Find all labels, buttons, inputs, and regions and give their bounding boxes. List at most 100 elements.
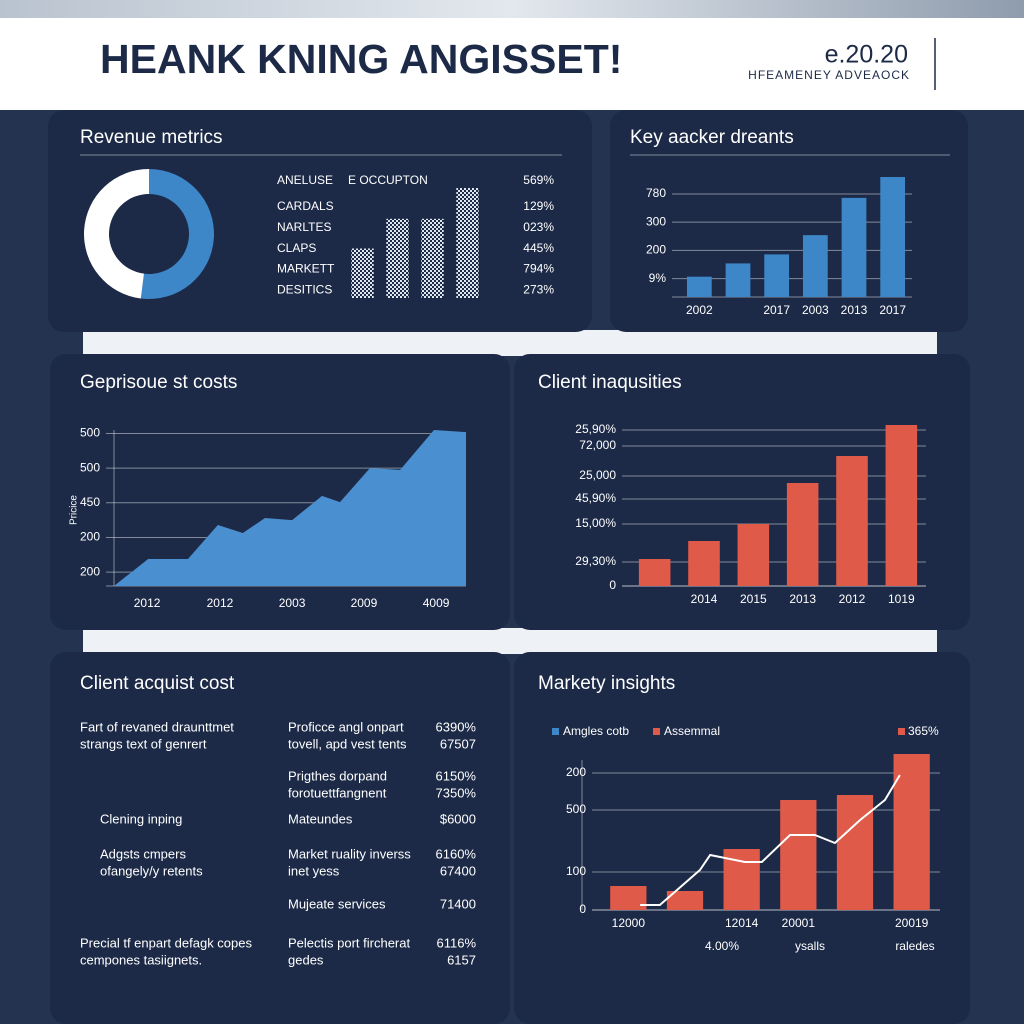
line xyxy=(640,774,901,906)
x-tick-label: 2015 xyxy=(740,592,767,606)
y-tick-label: 25,000 xyxy=(579,468,616,482)
area xyxy=(114,430,466,586)
bar xyxy=(610,886,647,910)
note-text: Precial tf enpart defagk copes xyxy=(80,935,252,950)
bar xyxy=(780,800,817,910)
header-subtitle: HFEAMENEY ADVEAOCK xyxy=(748,68,910,82)
note-text: strangs text of genrert xyxy=(80,736,207,751)
y-tick-label: 25,90% xyxy=(575,422,616,436)
bar xyxy=(836,456,868,586)
table-label: NARLTES xyxy=(277,220,331,234)
bar xyxy=(880,177,906,297)
note-text: Clening inping xyxy=(100,811,182,826)
x-tick-label: 2002 xyxy=(686,303,713,317)
x-tick-label: 12000 xyxy=(612,916,646,930)
y-tick-label: 72,000 xyxy=(579,438,616,452)
item-value: $6000 xyxy=(440,811,476,826)
x-tick-label: 4009 xyxy=(423,596,450,610)
y-axis-label: Pricice xyxy=(69,495,80,525)
y-tick-label: 45,90% xyxy=(575,491,616,505)
panel-title: Markety insights xyxy=(538,673,675,694)
donut-slice xyxy=(140,169,214,299)
x-tick-label: 2017 xyxy=(879,303,906,317)
x-tick-label: 2014 xyxy=(691,592,718,606)
table-value: 569% xyxy=(523,173,554,187)
y-tick-label: 500 xyxy=(566,802,586,816)
item-label: inet yess xyxy=(288,863,340,878)
note-text: Adgsts cmpers xyxy=(100,846,186,861)
y-tick-label: 100 xyxy=(566,864,586,878)
bar xyxy=(351,248,374,298)
annotation-marker xyxy=(898,728,905,735)
y-tick-label: 0 xyxy=(579,902,586,916)
item-label: Market ruality inverss xyxy=(288,846,411,861)
x-tick-label: 2017 xyxy=(763,303,790,317)
table-value: 273% xyxy=(523,282,554,296)
bar xyxy=(737,524,770,586)
divider xyxy=(83,628,937,654)
y-tick-label: 15,00% xyxy=(575,516,616,530)
x-note: ysalls xyxy=(795,939,825,953)
y-tick-label: 450 xyxy=(80,495,100,509)
panel-title: Key aacker dreants xyxy=(630,127,794,148)
legend-label: Assemmal xyxy=(664,724,720,738)
bar xyxy=(456,188,479,298)
x-tick-label: 2012 xyxy=(207,596,234,610)
header-backdrop xyxy=(0,0,1024,20)
table-value: 129% xyxy=(523,199,554,213)
table-header: ANELUSE xyxy=(277,173,333,187)
bar xyxy=(786,483,819,586)
y-tick-label: 500 xyxy=(80,460,100,474)
legend-marker xyxy=(653,728,660,735)
legend-marker xyxy=(552,728,559,735)
item-label: Mateundes xyxy=(288,811,353,826)
y-tick-label: 200 xyxy=(80,564,100,578)
y-tick-label: 200 xyxy=(566,765,586,779)
panel-title: Client acquist cost xyxy=(80,673,235,694)
item-value: 71400 xyxy=(440,896,476,911)
item-label: Proficce angl onpart xyxy=(288,719,404,734)
item-value: 6116% xyxy=(436,935,476,950)
table-value: 023% xyxy=(523,220,554,234)
x-tick-label: 12014 xyxy=(725,916,759,930)
item-label: gedes xyxy=(288,952,324,967)
panel-title: Geprisoue st costs xyxy=(80,372,237,393)
x-tick-label: 2013 xyxy=(841,303,868,317)
note-text: Fart of revaned draunttmet xyxy=(80,719,234,734)
item-value: 6150% xyxy=(436,768,477,783)
item-value: 7350% xyxy=(436,785,477,800)
x-tick-label: 2003 xyxy=(279,596,306,610)
x-tick-label: 20019 xyxy=(895,916,929,930)
item-label: Pelectis port fircherat xyxy=(288,935,410,950)
x-tick-label: 2013 xyxy=(789,592,816,606)
bar xyxy=(666,891,704,910)
table-label: CARDALS xyxy=(277,199,334,213)
y-tick-label: 0 xyxy=(609,578,616,592)
note-text: ofangely/y retents xyxy=(100,863,203,878)
legend-label: Amgles cotb xyxy=(563,724,629,738)
y-tick-label: 500 xyxy=(80,426,100,440)
bar xyxy=(885,425,918,586)
page-title: HEANK KNING ANGISSET! xyxy=(100,36,622,82)
bar xyxy=(764,254,790,297)
table-label: MARKETT xyxy=(277,262,335,276)
y-tick-label: 780 xyxy=(646,186,666,200)
bar xyxy=(802,235,828,297)
item-value: 67400 xyxy=(440,863,476,878)
item-label: Mujeate services xyxy=(288,896,386,911)
bar xyxy=(841,197,867,297)
item-label: tovell, apd vest tents xyxy=(288,736,407,751)
bar xyxy=(386,218,409,298)
header-band xyxy=(0,18,1024,110)
x-tick-label: 20001 xyxy=(782,916,816,930)
header-date: e.20.20 xyxy=(825,41,908,69)
x-note: 4.00% xyxy=(705,939,739,953)
y-tick-label: 200 xyxy=(80,530,100,544)
table-value: 445% xyxy=(523,241,554,255)
donut-slice xyxy=(83,169,149,299)
item-label: Prigthes dorpand xyxy=(288,768,387,783)
bar xyxy=(638,559,671,586)
panel xyxy=(610,110,968,332)
x-note: raledes xyxy=(895,939,934,953)
